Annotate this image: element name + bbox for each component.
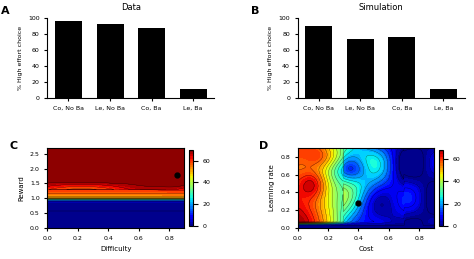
Title: Data: Data bbox=[121, 3, 141, 12]
Bar bbox=[55, 20, 82, 98]
Bar bbox=[347, 39, 374, 98]
Y-axis label: Learning rate: Learning rate bbox=[269, 164, 274, 211]
Bar bbox=[138, 28, 165, 98]
Y-axis label: % High effort choice: % High effort choice bbox=[268, 26, 273, 90]
Y-axis label: Reward: Reward bbox=[18, 175, 24, 201]
Text: A: A bbox=[0, 6, 9, 16]
Bar bbox=[180, 89, 207, 98]
Title: Simulation: Simulation bbox=[359, 3, 403, 12]
X-axis label: Cost: Cost bbox=[358, 246, 374, 252]
Bar bbox=[430, 89, 457, 98]
Text: B: B bbox=[251, 6, 259, 16]
Y-axis label: % High effort choice: % High effort choice bbox=[18, 26, 23, 90]
Bar bbox=[305, 26, 332, 98]
X-axis label: Difficulty: Difficulty bbox=[100, 246, 132, 252]
Bar bbox=[388, 37, 415, 98]
Text: D: D bbox=[259, 141, 269, 152]
Bar bbox=[97, 24, 124, 98]
Text: C: C bbox=[9, 141, 17, 152]
